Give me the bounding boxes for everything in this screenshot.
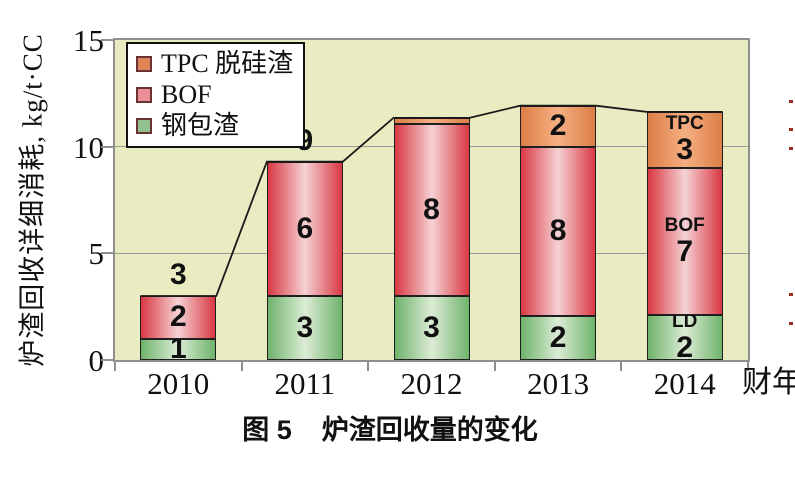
figure-caption-number: 图 5 — [242, 415, 292, 445]
bar-segment-2012-tpc — [393, 117, 470, 125]
x-axis-unit-label: 财年 — [742, 366, 795, 399]
bar-segment-2011-bof: 6 — [266, 161, 343, 296]
figure-caption: 图 5 炉渣回收量的变化 — [0, 408, 780, 447]
y-tick-mark — [101, 252, 113, 255]
y-tick-mark — [101, 39, 113, 41]
legend-swatch-ladle — [136, 117, 152, 134]
segment-value-label: 3 — [676, 133, 694, 167]
segment-prefix-label: TPC — [665, 113, 704, 135]
segment-value-label: 8 — [423, 193, 440, 227]
segment-value-label: 3 — [296, 311, 314, 344]
legend: TPC 脱硅渣 BOF 钢包渣 — [126, 42, 306, 149]
segment-value-label: 6 — [296, 211, 314, 245]
y-tick-label-0: 0 — [88, 343, 105, 378]
legend-item-bof: BOF — [136, 80, 293, 109]
x-tick-label-2014: 2014 — [653, 366, 716, 401]
plot-area: 12336938282LD2BOF7TPC3 — [113, 38, 750, 364]
x-tick-mark — [620, 362, 623, 371]
bar-segment-2012-ladle: 3 — [393, 296, 470, 360]
y-tick-label-10: 10 — [73, 129, 104, 165]
x-tick-label-2012: 2012 — [400, 366, 463, 401]
x-tick-mark — [240, 362, 243, 371]
x-tick-label-2013: 2013 — [527, 366, 590, 401]
segment-value-label: 2 — [676, 331, 694, 364]
y-tick-mark — [101, 145, 113, 148]
legend-label: TPC 脱硅渣 — [161, 49, 294, 78]
y-axis-title: 炉渣回收详细消耗, kg/t·CC — [17, 33, 48, 367]
scan-artifact — [789, 128, 793, 131]
x-tick-mark — [493, 362, 496, 371]
bar-segment-2012-bof: 8 — [393, 124, 470, 296]
bar-total-label-2010: 3 — [169, 258, 187, 291]
figure-caption-text: 炉渣回收量的变化 — [321, 415, 538, 445]
bar-segment-2013-bof: 8 — [520, 146, 597, 317]
scan-artifact — [789, 322, 793, 325]
segment-prefix-label: BOF — [664, 215, 705, 236]
segment-prefix-label: LD — [672, 311, 698, 332]
segment-value-label: 2 — [549, 321, 567, 355]
segment-value-label: 2 — [549, 109, 567, 143]
bar-segment-2010-ladle: 1 — [140, 334, 217, 364]
segment-value-label: 7 — [676, 235, 694, 268]
legend-swatch-bof — [136, 86, 152, 103]
bar-segment-2010-bof: 2 — [140, 296, 217, 339]
x-tick-mark — [367, 362, 370, 371]
segment-value-label: 2 — [169, 300, 187, 334]
scan-artifact — [789, 100, 793, 103]
bar-segment-2013-tpc: 2 — [520, 105, 597, 147]
scan-artifact — [789, 147, 793, 150]
bar-segment-2014-ladle: LD 2 — [646, 311, 723, 364]
legend-item-tpc: TPC 脱硅渣 — [136, 49, 293, 78]
plot-inner: 12336938282LD2BOF7TPC3 — [115, 40, 748, 364]
legend-label: 钢包渣 — [161, 111, 240, 141]
x-tick-mark — [114, 362, 116, 371]
x-tick-label-2011: 2011 — [274, 366, 336, 401]
legend-label: BOF — [161, 80, 212, 110]
segment-value-label: 8 — [549, 214, 567, 248]
bar-segment-2013-ladle: 2 — [520, 316, 597, 360]
scan-artifact — [789, 293, 793, 296]
y-tick-label-15: 15 — [73, 23, 104, 58]
y-tick-mark — [101, 359, 113, 361]
bar-segment-2014-tpc: TPC 3 — [646, 111, 723, 168]
legend-swatch-tpc — [136, 55, 152, 72]
legend-item-ladle: 钢包渣 — [136, 111, 293, 140]
bar-segment-2014-bof: BOF 7 — [646, 168, 723, 315]
y-tick-label-5: 5 — [88, 236, 105, 272]
segment-value-label: 3 — [423, 311, 440, 344]
x-tick-mark — [747, 362, 749, 371]
bar-segment-2011-ladle: 3 — [266, 296, 343, 360]
x-tick-label-2010: 2010 — [147, 366, 210, 401]
segment-value-label: 1 — [169, 332, 187, 366]
